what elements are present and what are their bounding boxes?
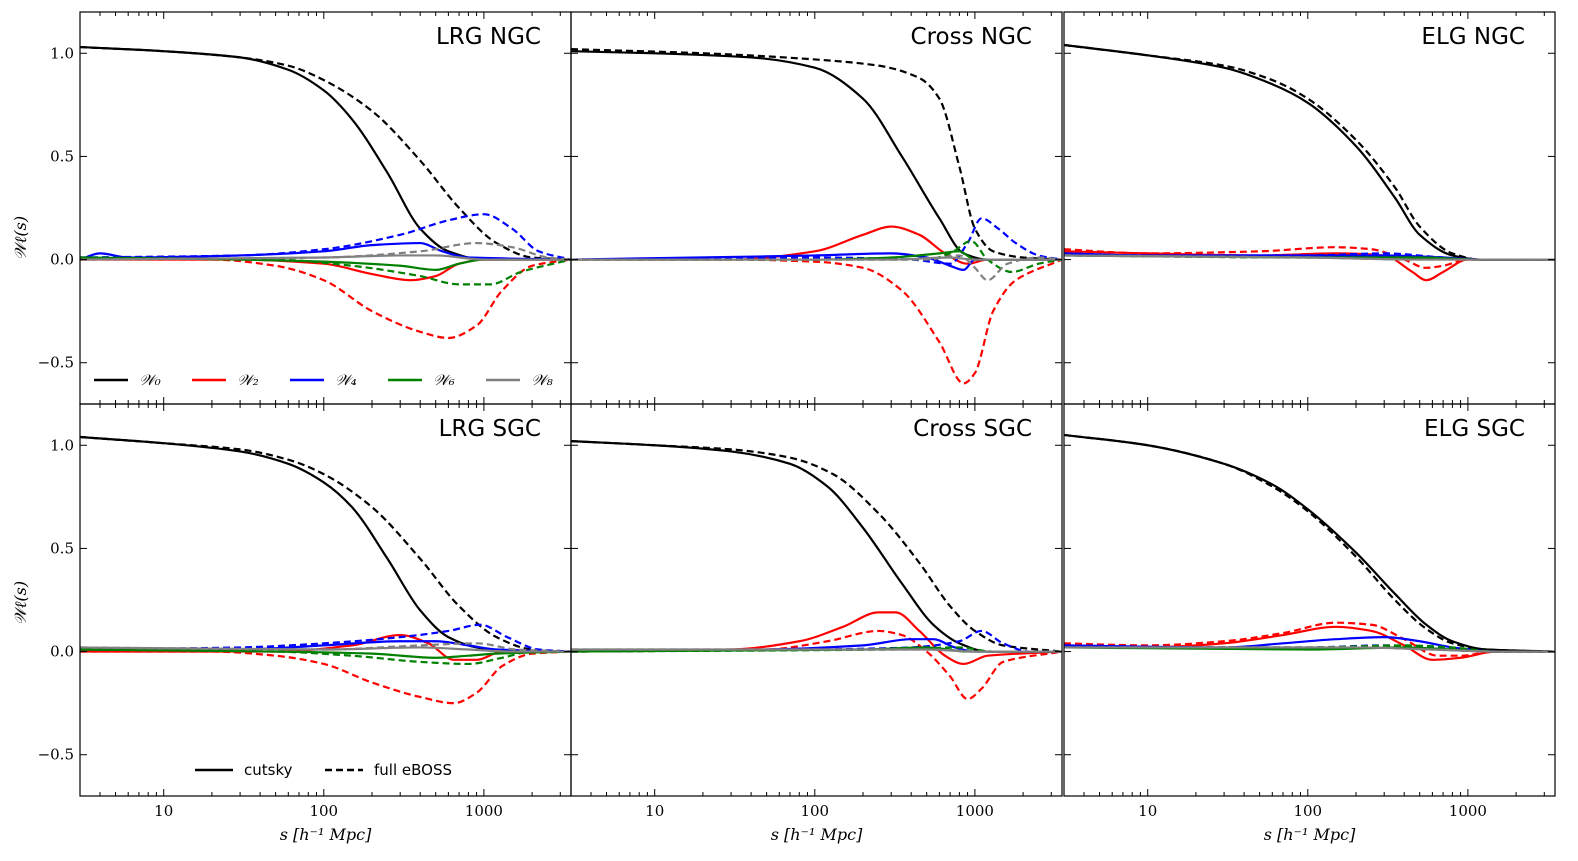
x-tick-label: 10 [154, 802, 173, 820]
panel-frame [570, 403, 1063, 797]
x-tick-label: 100 [800, 802, 829, 820]
panel-title: ELG NGC [1421, 24, 1525, 50]
series-w8-full-eboss [1064, 646, 1555, 653]
x-axis-label: s [h⁻¹ Mpc] [771, 825, 863, 844]
panel-cross-ngc: Cross NGC [570, 11, 1063, 405]
series-w0-full-eboss [1064, 433, 1555, 653]
y-tick-label: 0.0 [50, 251, 74, 269]
series-w0-cutsky [1064, 433, 1555, 653]
x-tick-label: 1000 [956, 802, 994, 820]
panel-frame [570, 11, 1063, 405]
series-group [571, 48, 1062, 385]
series-w4-full-eboss [80, 623, 571, 653]
panel-title: LRG SGC [439, 416, 541, 442]
legend-label: full eBOSS [374, 761, 452, 779]
y-tick-label: 1.0 [50, 436, 74, 454]
panel-frame [79, 403, 572, 797]
series-w0-full-eboss [571, 48, 1062, 261]
style-legend: cutsky full eBOSS [195, 761, 452, 779]
series-w0-cutsky [80, 435, 571, 653]
panel-frame [1063, 11, 1556, 405]
y-tick-label: 0.0 [50, 643, 74, 661]
series-w4-full-eboss [571, 217, 1062, 265]
x-tick-label: 10 [1138, 802, 1157, 820]
series-w2-full-eboss [571, 629, 1062, 701]
x-tick-label: 1000 [1449, 802, 1487, 820]
series-w0-cutsky [571, 440, 1062, 653]
panels-layer: −0.5 0.0 0.5 1.0 LRG NGC 𝒲₀ 𝒲₂ 𝒲₄ 𝒲₆ 𝒲₈ Cross NGC E… [38, 11, 1556, 844]
series-w0-cutsky [80, 45, 571, 261]
panel-title: Cross SGC [913, 416, 1032, 442]
series-group [571, 440, 1062, 701]
panel-title: Cross NGC [911, 24, 1032, 50]
y-tick-label: −0.5 [38, 354, 74, 372]
series-w2-cutsky [571, 611, 1062, 666]
panel-cross-sgc: 10 100 1000 s [h⁻¹ Mpc] Cross SGC [570, 403, 1063, 844]
y-tick-label: 0.5 [50, 147, 74, 165]
series-w8-full-eboss [571, 254, 1062, 282]
series-w2-cutsky [1064, 625, 1555, 661]
series-group [80, 435, 571, 705]
x-tick-label: 100 [309, 802, 338, 820]
panel-lrg-ngc: −0.5 0.0 0.5 1.0 LRG NGC 𝒲₀ 𝒲₂ 𝒲₄ 𝒲₆ 𝒲₈ [38, 11, 572, 405]
series-w4-full-eboss [80, 213, 571, 261]
series-w0-full-eboss [571, 440, 1062, 653]
panel-title: ELG SGC [1424, 416, 1525, 442]
series-w8-full-eboss [80, 642, 571, 653]
series-group [1064, 43, 1555, 282]
x-tick-label: 10 [645, 802, 664, 820]
panel-lrg-sgc: −0.5 0.0 0.5 1.0 10 100 1000 s [h⁻¹ Mpc] LRG SGC… [38, 403, 572, 844]
y-tick-label: 0.5 [50, 539, 74, 557]
legend-label: 𝒲₀ [139, 371, 161, 389]
multipole-legend: 𝒲₀ 𝒲₂ 𝒲₄ 𝒲₆ 𝒲₈ [94, 371, 553, 389]
series-w0-full-eboss [1064, 43, 1555, 261]
legend-label: cutsky [244, 761, 293, 779]
series-w2-full-eboss [80, 258, 571, 340]
panel-elg-ngc: ELG NGC [1063, 11, 1556, 405]
series-w8-full-eboss [1064, 254, 1555, 261]
x-axis-label: s [h⁻¹ Mpc] [280, 825, 372, 844]
series-w2-full-eboss [571, 258, 1062, 385]
y-tick-label: −0.5 [38, 746, 74, 764]
legend-label: 𝒲₆ [433, 371, 455, 389]
legend-label: 𝒲₂ [237, 371, 259, 389]
series-w8-full-eboss [80, 241, 571, 261]
series-w0-full-eboss [80, 45, 571, 261]
panel-frame [1063, 403, 1556, 797]
series-group [80, 45, 571, 340]
series-group [1064, 433, 1555, 661]
legend-label: 𝒲₄ [335, 371, 357, 389]
y-tick-label: 1.0 [50, 44, 74, 62]
series-w8-full-eboss [571, 648, 1062, 653]
series-w0-cutsky [1064, 43, 1555, 261]
panel-frame [79, 11, 572, 405]
series-w0-full-eboss [80, 435, 571, 653]
series-w2-full-eboss [1064, 246, 1555, 269]
series-w0-cutsky [571, 50, 1062, 261]
legend-label: 𝒲₈ [531, 371, 553, 389]
x-tick-label: 1000 [465, 802, 503, 820]
series-w8-cutsky [80, 254, 571, 261]
ylabel-bottom: 𝒲ℓ(s) [11, 581, 30, 625]
x-tick-label: 100 [1293, 802, 1322, 820]
panel-title: LRG NGC [436, 24, 541, 50]
x-axis-label: s [h⁻¹ Mpc] [1264, 825, 1356, 844]
ylabel-top: 𝒲ℓ(s) [11, 216, 30, 260]
panel-elg-sgc: 10 100 1000 s [h⁻¹ Mpc] ELG SGC [1063, 403, 1556, 844]
